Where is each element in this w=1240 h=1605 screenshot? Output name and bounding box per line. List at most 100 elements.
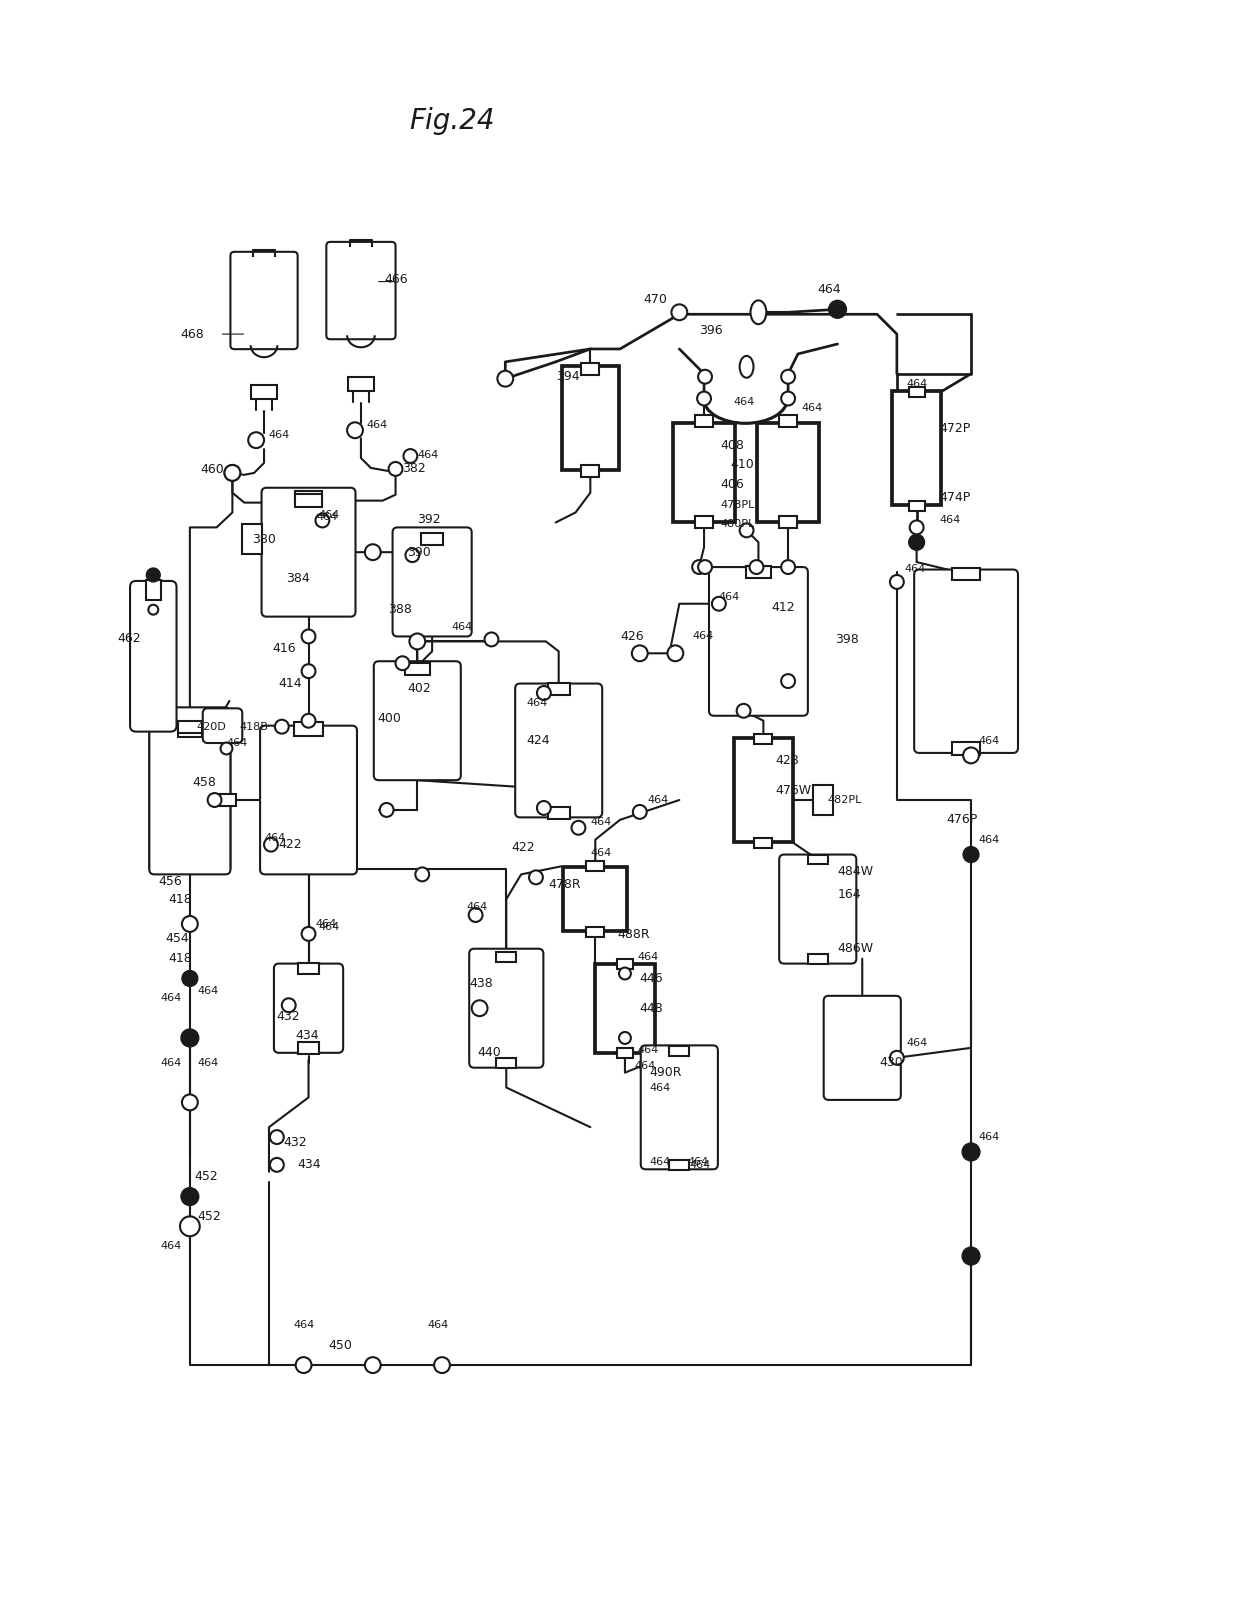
Circle shape bbox=[781, 560, 795, 575]
Circle shape bbox=[149, 605, 159, 615]
Bar bbox=[696, 416, 713, 427]
Circle shape bbox=[619, 968, 631, 979]
Text: 480PL: 480PL bbox=[720, 520, 755, 530]
Circle shape bbox=[181, 1188, 198, 1205]
Bar bbox=[673, 424, 735, 523]
FancyBboxPatch shape bbox=[130, 581, 176, 732]
Bar bbox=[496, 1058, 516, 1067]
Circle shape bbox=[270, 1157, 284, 1172]
Bar bbox=[295, 494, 322, 507]
Text: 434: 434 bbox=[295, 1029, 319, 1043]
Circle shape bbox=[671, 305, 687, 321]
Bar bbox=[618, 1048, 632, 1058]
Circle shape bbox=[529, 870, 543, 884]
Ellipse shape bbox=[750, 300, 766, 324]
Text: 464: 464 bbox=[692, 631, 713, 642]
Circle shape bbox=[781, 674, 795, 689]
Text: 464: 464 bbox=[906, 379, 928, 388]
Text: 424: 424 bbox=[526, 733, 549, 746]
Text: 464: 464 bbox=[689, 1160, 711, 1170]
Bar bbox=[670, 1046, 689, 1056]
Circle shape bbox=[207, 793, 222, 807]
Bar bbox=[295, 491, 322, 504]
Circle shape bbox=[403, 449, 418, 462]
Text: 394: 394 bbox=[556, 371, 579, 384]
FancyBboxPatch shape bbox=[779, 854, 857, 963]
Text: 488R: 488R bbox=[618, 928, 650, 942]
Text: 464: 464 bbox=[590, 847, 611, 857]
Text: 464: 464 bbox=[687, 1157, 708, 1167]
Circle shape bbox=[315, 514, 330, 528]
Text: 384: 384 bbox=[285, 573, 310, 586]
Circle shape bbox=[281, 998, 295, 1013]
Bar bbox=[587, 862, 604, 872]
Text: 412: 412 bbox=[771, 602, 795, 615]
FancyBboxPatch shape bbox=[202, 708, 242, 743]
Bar bbox=[252, 385, 277, 398]
Circle shape bbox=[619, 1032, 631, 1043]
Text: 418: 418 bbox=[169, 892, 192, 905]
Text: 464: 464 bbox=[227, 738, 248, 748]
Circle shape bbox=[405, 549, 419, 562]
Text: 464: 464 bbox=[719, 592, 740, 602]
Text: 464: 464 bbox=[940, 515, 961, 525]
Circle shape bbox=[146, 568, 160, 583]
Text: 432: 432 bbox=[284, 1135, 308, 1149]
Text: 464: 464 bbox=[319, 509, 340, 520]
Circle shape bbox=[692, 560, 706, 575]
Bar bbox=[812, 785, 832, 815]
Text: 486W: 486W bbox=[837, 942, 874, 955]
Circle shape bbox=[469, 908, 482, 921]
Circle shape bbox=[182, 916, 198, 933]
FancyBboxPatch shape bbox=[709, 567, 808, 716]
Text: 464: 464 bbox=[160, 1241, 181, 1252]
Text: 470: 470 bbox=[644, 292, 667, 307]
Text: 464: 464 bbox=[635, 1061, 656, 1071]
Circle shape bbox=[963, 748, 978, 764]
Bar bbox=[294, 722, 324, 735]
Circle shape bbox=[890, 575, 904, 589]
Bar bbox=[242, 525, 262, 554]
Circle shape bbox=[221, 743, 232, 754]
Text: 464: 464 bbox=[647, 794, 668, 806]
Text: 464: 464 bbox=[160, 993, 181, 1003]
Text: 464: 464 bbox=[590, 817, 611, 827]
Text: 464: 464 bbox=[817, 282, 842, 295]
Text: 396: 396 bbox=[699, 324, 723, 337]
Circle shape bbox=[749, 560, 764, 575]
Circle shape bbox=[224, 465, 241, 482]
Circle shape bbox=[180, 1217, 200, 1236]
Text: 406: 406 bbox=[720, 478, 744, 491]
Text: 418: 418 bbox=[169, 952, 192, 965]
Text: 164: 164 bbox=[837, 888, 861, 900]
Bar bbox=[909, 387, 925, 396]
Bar bbox=[548, 684, 569, 695]
Circle shape bbox=[471, 1000, 487, 1016]
Bar bbox=[217, 794, 237, 806]
Text: 464: 464 bbox=[264, 833, 285, 843]
Circle shape bbox=[909, 534, 925, 551]
Text: 416: 416 bbox=[272, 642, 295, 655]
Bar bbox=[562, 366, 619, 470]
Bar bbox=[779, 416, 797, 427]
Circle shape bbox=[962, 1143, 980, 1160]
Bar bbox=[582, 363, 599, 374]
Circle shape bbox=[275, 719, 289, 733]
Text: 464: 464 bbox=[428, 1321, 449, 1331]
Text: 414: 414 bbox=[279, 677, 303, 690]
Circle shape bbox=[409, 634, 425, 650]
Bar bbox=[146, 579, 161, 600]
Circle shape bbox=[667, 645, 683, 661]
Bar bbox=[298, 963, 320, 974]
Text: 438: 438 bbox=[470, 977, 494, 990]
Circle shape bbox=[632, 806, 647, 819]
Bar bbox=[582, 465, 599, 477]
Text: 464: 464 bbox=[198, 987, 219, 997]
Text: 392: 392 bbox=[418, 514, 441, 526]
Circle shape bbox=[828, 300, 847, 318]
FancyBboxPatch shape bbox=[914, 570, 1018, 753]
Text: 484W: 484W bbox=[837, 865, 874, 878]
Bar bbox=[808, 854, 827, 865]
Text: 476P: 476P bbox=[946, 814, 977, 827]
FancyBboxPatch shape bbox=[149, 708, 231, 873]
